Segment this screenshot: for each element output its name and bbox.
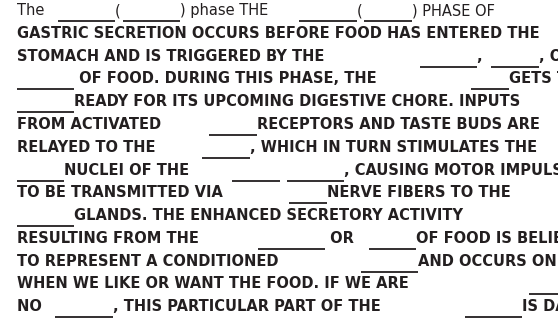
Text: ) phase THE: ) phase THE bbox=[180, 3, 272, 18]
Text: NO: NO bbox=[17, 299, 47, 314]
Text: OR: OR bbox=[325, 231, 359, 246]
Text: The: The bbox=[17, 3, 49, 18]
Text: WHEN WE LIKE OR WANT THE FOOD. IF WE ARE: WHEN WE LIKE OR WANT THE FOOD. IF WE ARE bbox=[17, 276, 413, 291]
Text: NERVE FIBERS TO THE: NERVE FIBERS TO THE bbox=[327, 185, 511, 200]
Text: FROM ACTIVATED: FROM ACTIVATED bbox=[17, 117, 166, 132]
Text: ____: ____ bbox=[289, 186, 319, 201]
Text: ______: ______ bbox=[420, 50, 464, 65]
Text: ,: , bbox=[477, 49, 488, 64]
Text: ______: ______ bbox=[55, 300, 100, 315]
Text: STOMACH AND IS TRIGGERED BY THE: STOMACH AND IS TRIGGERED BY THE bbox=[17, 49, 329, 64]
Text: , THIS PARTICULAR PART OF THE: , THIS PARTICULAR PART OF THE bbox=[113, 299, 386, 314]
Text: _____: _____ bbox=[491, 50, 528, 65]
Text: READY FOR ITS UPCOMING DIGESTIVE CHORE. INPUTS: READY FOR ITS UPCOMING DIGESTIVE CHORE. … bbox=[74, 94, 520, 109]
Text: ______: ______ bbox=[361, 255, 405, 270]
Text: ______: ______ bbox=[17, 209, 61, 224]
Text: GLANDS. THE ENHANCED SECRETORY ACTIVITY: GLANDS. THE ENHANCED SECRETORY ACTIVITY bbox=[74, 208, 463, 223]
Text: _____: _____ bbox=[368, 232, 406, 247]
Text: ______: ______ bbox=[465, 300, 509, 315]
Text: AND OCCURS ONLY: AND OCCURS ONLY bbox=[418, 254, 558, 269]
Text: _____: _____ bbox=[209, 118, 246, 133]
Text: ______: ______ bbox=[300, 4, 344, 19]
Text: _____: _____ bbox=[232, 163, 270, 179]
Text: (: ( bbox=[115, 3, 121, 18]
Text: RESULTING FROM THE: RESULTING FROM THE bbox=[17, 231, 204, 246]
Text: ____: ____ bbox=[529, 277, 558, 292]
Text: _____: _____ bbox=[202, 141, 239, 156]
Text: ) PHASE OF: ) PHASE OF bbox=[412, 3, 494, 18]
Text: ______: ______ bbox=[17, 72, 61, 87]
Text: _______: _______ bbox=[258, 232, 310, 247]
Text: , OR: , OR bbox=[538, 49, 558, 64]
Text: , WHICH IN TURN STIMULATES THE: , WHICH IN TURN STIMULATES THE bbox=[249, 140, 537, 155]
Text: GASTRIC SECRETION OCCURS BEFORE FOOD HAS ENTERED THE: GASTRIC SECRETION OCCURS BEFORE FOOD HAS… bbox=[17, 26, 540, 41]
Text: TO REPRESENT A CONDITIONED: TO REPRESENT A CONDITIONED bbox=[17, 254, 283, 269]
Text: _____: _____ bbox=[17, 163, 54, 179]
Text: ____: ____ bbox=[471, 72, 501, 87]
Text: OF FOOD. DURING THIS PHASE, THE: OF FOOD. DURING THIS PHASE, THE bbox=[74, 71, 382, 86]
Text: IS DAMPENED.: IS DAMPENED. bbox=[522, 299, 558, 314]
Text: ______: ______ bbox=[287, 163, 331, 179]
Text: RECEPTORS AND TASTE BUDS ARE: RECEPTORS AND TASTE BUDS ARE bbox=[257, 117, 540, 132]
Text: _____: _____ bbox=[364, 4, 401, 19]
Text: RELAYED TO THE: RELAYED TO THE bbox=[17, 140, 160, 155]
Text: , CAUSING MOTOR IMPULSES: , CAUSING MOTOR IMPULSES bbox=[344, 162, 558, 178]
Text: (: ( bbox=[357, 3, 362, 18]
Text: TO BE TRANSMITTED VIA: TO BE TRANSMITTED VIA bbox=[17, 185, 228, 200]
Text: ______: ______ bbox=[58, 4, 102, 19]
Text: OF FOOD IS BELIEVED: OF FOOD IS BELIEVED bbox=[416, 231, 558, 246]
Text: GETS THE: GETS THE bbox=[509, 71, 558, 86]
Text: NUCLEI OF THE: NUCLEI OF THE bbox=[64, 162, 195, 178]
Text: ______: ______ bbox=[123, 4, 167, 19]
Text: ______: ______ bbox=[17, 95, 61, 110]
